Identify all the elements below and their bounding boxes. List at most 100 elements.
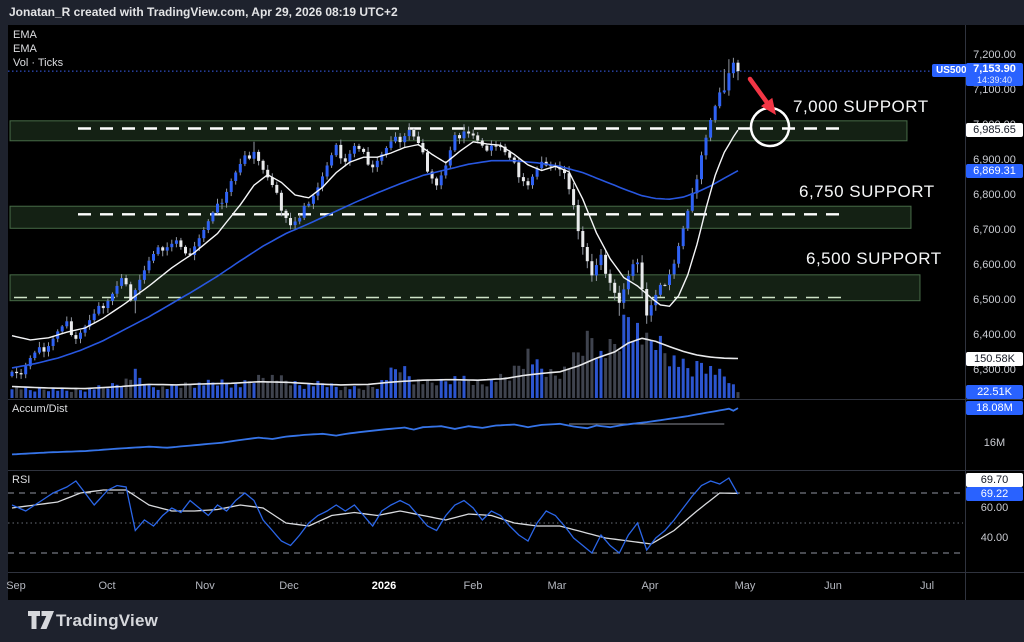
volume-bar: [613, 344, 617, 398]
volume-bar: [88, 387, 92, 398]
volume-bar: [412, 384, 416, 398]
volume-bar: [138, 377, 142, 398]
volume-bar: [690, 376, 694, 398]
volume-bar: [261, 377, 265, 398]
candle-body: [325, 165, 329, 177]
volume-bar: [700, 362, 703, 398]
price-chart-canvas[interactable]: [0, 25, 1024, 600]
candle-body: [352, 145, 356, 154]
candle-body: [494, 145, 498, 147]
volume-bar: [658, 335, 662, 398]
volume-bar: [426, 380, 429, 398]
candle-body: [608, 273, 612, 283]
candle-body: [330, 155, 334, 166]
volume-bar: [672, 355, 676, 398]
volume-bar: [115, 384, 119, 398]
candle-body: [229, 181, 233, 192]
candle-body: [193, 246, 197, 255]
tradingview-logo-icon[interactable]: [28, 611, 54, 631]
candle-body: [357, 145, 361, 149]
volume-bar: [713, 374, 717, 398]
volume-bar: [19, 389, 23, 398]
candle-body: [120, 278, 124, 286]
volume-bar: [238, 387, 242, 398]
candle-body: [594, 265, 598, 276]
volume-bar: [147, 384, 151, 398]
volume-bar: [366, 385, 370, 398]
volume-bar: [302, 388, 306, 398]
candle-body: [439, 175, 443, 186]
candle-body: [517, 162, 521, 178]
volume-bar: [590, 338, 594, 398]
candle-body: [129, 284, 133, 301]
volume-bar: [722, 376, 726, 398]
candle-body: [613, 282, 617, 293]
volume-bar: [211, 382, 215, 398]
candle-body: [700, 155, 703, 180]
volume-bar: [225, 383, 229, 398]
candle-body: [321, 176, 324, 188]
candle-body: [658, 284, 662, 295]
ema-slow-line: [11, 159, 739, 369]
volume-bar: [247, 381, 251, 398]
volume-bar: [640, 344, 644, 398]
candle-body: [476, 135, 480, 141]
candle-body: [531, 176, 534, 186]
candle-body: [636, 262, 639, 265]
candle-body: [576, 205, 580, 232]
volume-bar: [170, 384, 174, 398]
volume-bar: [79, 390, 82, 398]
candle-body: [672, 263, 676, 275]
chart-area[interactable]: [0, 25, 1024, 600]
volume-bar: [416, 379, 420, 398]
chart-credit: Jonatan_R created with TradingView.com, …: [9, 5, 398, 19]
support-zone: [9, 205, 912, 229]
candle-body: [19, 373, 23, 375]
volume-bar: [60, 388, 64, 398]
left-gutter: [0, 25, 8, 600]
volume-bar: [348, 389, 352, 398]
volume-bar: [243, 380, 247, 398]
volume-bar: [718, 368, 722, 398]
volume-bar: [599, 350, 603, 398]
candle-body: [521, 177, 525, 182]
volume-bar: [435, 385, 439, 398]
candle-body: [448, 150, 452, 166]
candle-body: [489, 145, 493, 151]
candle-body: [147, 260, 151, 271]
volume-bar: [489, 379, 493, 398]
volume-bar: [69, 391, 73, 398]
volume-bar: [257, 374, 261, 398]
volume-bar: [439, 378, 443, 398]
volume-bar: [471, 385, 475, 398]
volume-bar: [517, 365, 521, 398]
volume-bar: [563, 366, 566, 398]
candle-body: [398, 136, 402, 143]
candle-body: [298, 217, 302, 222]
candle-body: [704, 137, 708, 156]
volume-bar: [33, 391, 37, 398]
candle-body: [220, 202, 224, 204]
volume-bar: [74, 388, 78, 398]
candle-body: [622, 289, 626, 303]
volume-bar: [298, 385, 302, 398]
volume-bar: [174, 385, 178, 398]
volume-bar: [193, 387, 197, 398]
candle-body: [563, 169, 566, 174]
candle-body: [348, 153, 352, 162]
candle-body: [65, 321, 69, 327]
candle-body: [202, 230, 206, 239]
volume-bar: [197, 382, 201, 398]
candle-body: [261, 160, 265, 170]
volume-bar: [10, 389, 14, 398]
volume-bar: [330, 383, 334, 398]
volume-bar: [645, 332, 649, 398]
volume-ma-line: [11, 337, 739, 390]
candle-body: [124, 278, 128, 285]
tradingview-brand[interactable]: TradingView: [56, 611, 159, 630]
volume-bar: [709, 366, 713, 398]
volume-bar: [266, 381, 270, 398]
candle-body: [362, 148, 366, 152]
volume-bar: [24, 387, 28, 398]
candle-body: [10, 371, 14, 376]
